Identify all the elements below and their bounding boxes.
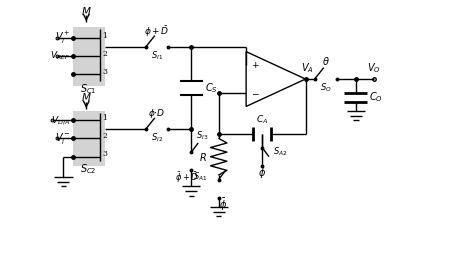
Text: $M$: $M$ bbox=[81, 91, 91, 103]
Bar bbox=[73, 26, 105, 86]
Text: $\phi+\bar{D}$: $\phi+\bar{D}$ bbox=[144, 24, 170, 39]
Text: $S_{I3}$: $S_{I3}$ bbox=[196, 130, 208, 142]
Text: $S_{A2}$: $S_{A2}$ bbox=[273, 146, 288, 158]
Text: $\phi$: $\phi$ bbox=[258, 166, 266, 180]
Text: 1: 1 bbox=[102, 32, 107, 40]
Text: 3: 3 bbox=[102, 68, 107, 76]
Text: $-$: $-$ bbox=[251, 88, 260, 97]
Text: $M$: $M$ bbox=[81, 5, 91, 17]
Text: 2: 2 bbox=[102, 132, 107, 140]
Text: $S_O$: $S_O$ bbox=[320, 82, 332, 94]
Text: $V_i^-$: $V_i^-$ bbox=[55, 131, 70, 146]
Text: $V_i^+$: $V_i^+$ bbox=[55, 30, 70, 46]
Text: 3: 3 bbox=[102, 150, 107, 158]
Text: $C_O$: $C_O$ bbox=[369, 90, 383, 104]
Text: $V_O$: $V_O$ bbox=[367, 61, 381, 74]
Text: 1: 1 bbox=[102, 114, 107, 122]
Text: $V_{REF}$: $V_{REF}$ bbox=[50, 50, 70, 62]
Text: $S_{I2}$: $S_{I2}$ bbox=[151, 131, 163, 144]
Bar bbox=[73, 111, 105, 166]
Text: $S_{A1}$: $S_{A1}$ bbox=[193, 171, 207, 183]
Text: $\bar{\phi}$: $\bar{\phi}$ bbox=[219, 197, 228, 213]
Text: $R$: $R$ bbox=[200, 151, 207, 163]
Text: +: + bbox=[252, 61, 259, 70]
Text: $\theta$: $\theta$ bbox=[322, 55, 330, 67]
Text: $S_{I1}$: $S_{I1}$ bbox=[151, 49, 163, 61]
Text: $V_{D/A}$: $V_{D/A}$ bbox=[51, 114, 70, 126]
Text: $\bar{\phi}+\bar{D}$: $\bar{\phi}+\bar{D}$ bbox=[175, 170, 199, 185]
Text: $S_{C1}$: $S_{C1}$ bbox=[80, 82, 97, 96]
Text: 2: 2 bbox=[102, 50, 107, 58]
Text: $C_A$: $C_A$ bbox=[256, 114, 268, 126]
Text: $\phi{\cdot}D$: $\phi{\cdot}D$ bbox=[148, 107, 166, 120]
Text: $C_S$: $C_S$ bbox=[205, 81, 218, 95]
Text: $S_{C2}$: $S_{C2}$ bbox=[80, 163, 97, 176]
Text: $V_A$: $V_A$ bbox=[301, 61, 314, 74]
